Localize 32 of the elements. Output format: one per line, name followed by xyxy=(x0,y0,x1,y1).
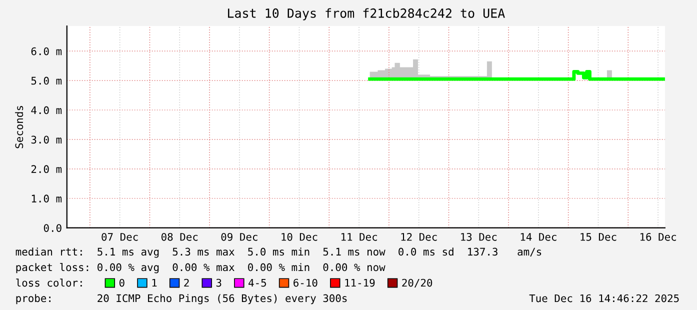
x-tick-label: 12 Dec xyxy=(401,232,437,241)
x-tick-label: 08 Dec xyxy=(161,232,198,241)
x-tick-label: 16 Dec xyxy=(640,232,676,241)
text: packet loss: 0.00 % avg 0.00 % max 0.00 % min 0.00 % now xyxy=(16,263,386,274)
y-axis-title: Seconds xyxy=(15,106,24,148)
legend-label: 4-5 xyxy=(248,278,266,287)
legend-label: 20/20 xyxy=(402,278,432,288)
x-tick-label: 09 Dec xyxy=(221,232,258,241)
legend-label: 11-19 xyxy=(345,278,375,287)
legend-label: 3 xyxy=(216,278,222,287)
y-tick-label: 0.0 xyxy=(44,224,62,232)
y-tick-label: 3.0 m xyxy=(31,136,62,144)
y-tick-label: 6.0 m xyxy=(31,47,62,56)
y-tick-label: 2.0 m xyxy=(31,165,62,174)
x-tick-label: 11 Dec xyxy=(341,233,377,241)
y-tick-label: 1.0 m xyxy=(32,194,62,203)
legend-label: 1 xyxy=(152,278,157,287)
x-tick-label: 10 Dec xyxy=(282,232,318,241)
text: probe: 20 ICMP Echo Pings (56 Bytes) every 300s xyxy=(16,294,347,304)
chart-title: Last 10 Days from f21cb284c242 to UEA xyxy=(228,8,505,20)
x-tick-label: 14 Dec xyxy=(520,233,556,241)
legend-title: loss color: xyxy=(16,278,82,287)
legend-label: 6-10 xyxy=(294,278,318,287)
text: Tue Dec 16 14:46:22 2025 xyxy=(529,294,679,302)
y-tick-label: 5.0 m xyxy=(31,76,62,85)
x-tick-label: 07 Dec xyxy=(102,232,138,241)
x-tick-label: 15 Dec xyxy=(580,233,616,241)
x-tick-label: 13 Dec xyxy=(461,232,497,241)
text: median rtt: 5.1 ms avg 5.3 ms max 5.0 ms min 5.1 ms now 0.0 ms sd 137.3 am/s xyxy=(16,248,542,258)
y-tick-label: 4.0 m xyxy=(31,106,62,114)
legend-label: 2 xyxy=(184,278,189,287)
legend-label: 0 xyxy=(119,278,124,287)
